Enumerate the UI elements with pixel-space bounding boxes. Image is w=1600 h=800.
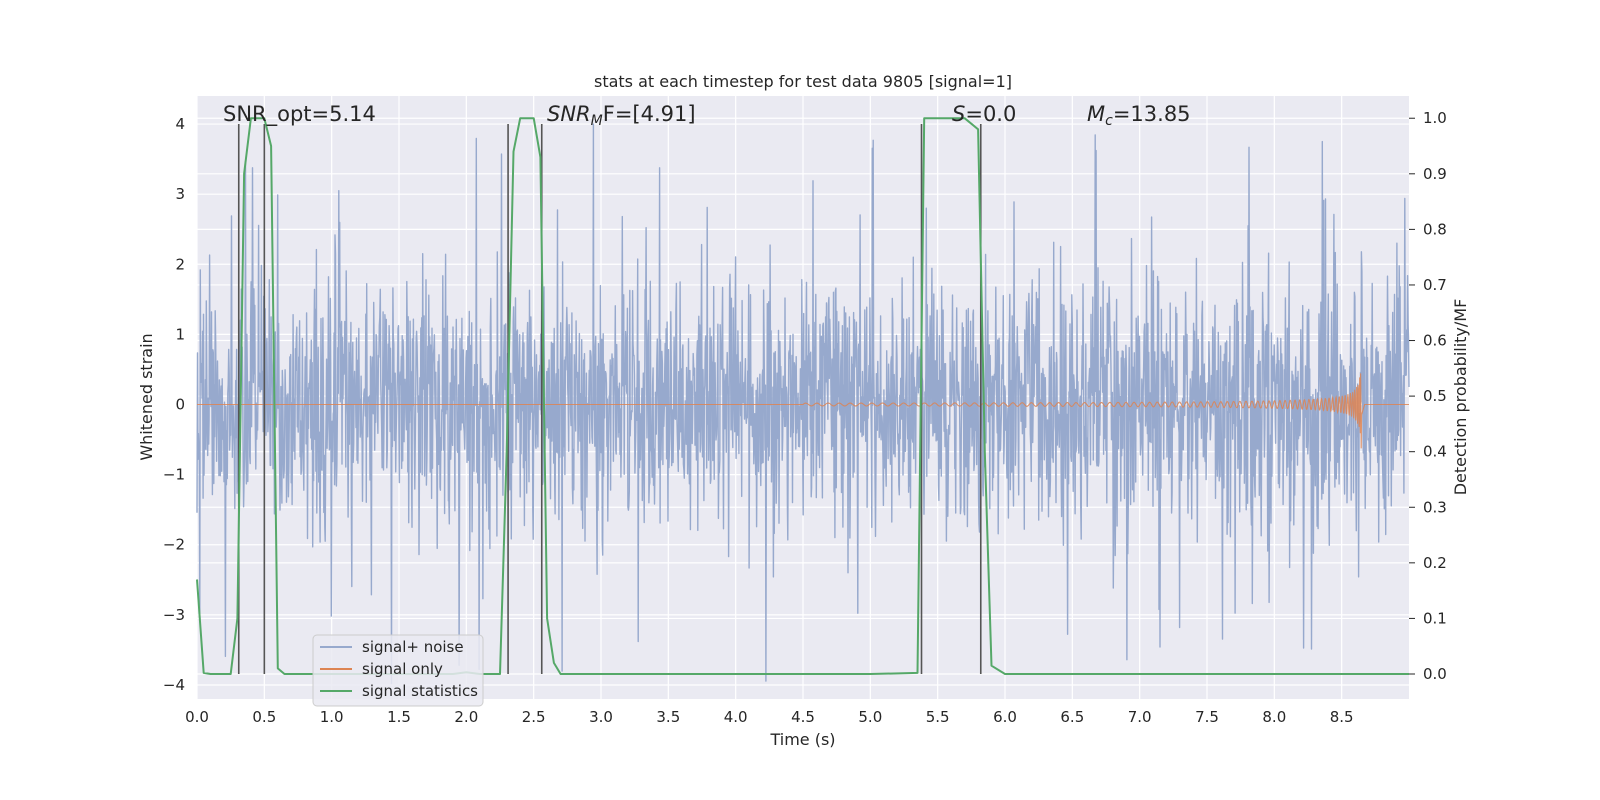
x-tick-label: 4.0 [724,708,748,726]
legend-label-noise: signal+ noise [362,638,464,656]
stats-line [196,117,1409,675]
y-right-tick-label: 0.3 [1423,498,1447,516]
y-tick-label: −1 [163,466,185,484]
y-right-tick-label: 0.6 [1423,332,1447,350]
y-tick-label: 3 [175,185,185,203]
y-right-tick-label: 0.9 [1423,165,1447,183]
x-axis: 0.0 0.5 1.0 1.5 2.0 2.5 3.0 3.5 4.0 4.5 5.0 5.5 6.0 6… [185,708,1354,726]
y-tick-label: 1 [175,325,185,343]
y-tick-label: 4 [175,115,185,133]
x-tick-label: 8.0 [1262,708,1286,726]
annotation-snr-mf-base: SNR [547,102,591,126]
legend-label-stats: signal statistics [362,682,478,700]
x-tick-label: 3.5 [656,708,680,726]
y-axis-left: −4 −3 −2 −1 0 1 2 3 4 [163,115,185,694]
annotation-mc-sub: c [1105,113,1113,129]
noise-line [196,123,1410,685]
x-tick-label: 5.5 [926,708,950,726]
annotation-snr-mf-rest: F=[4.91] [603,102,696,126]
x-tick-label: 3.0 [589,708,613,726]
legend: signal+ noise signal only signal statist… [312,634,484,707]
x-tick-label: 2.5 [522,708,546,726]
y-right-tick-label: 0.4 [1423,443,1447,461]
annotation-s-rest: =0.0 [965,102,1016,126]
annotation-mc: Mc=13.85 [1087,102,1191,129]
x-tick-label: 4.5 [791,708,815,726]
x-axis-label: Time (s) [769,730,835,749]
annotation-mc-base: M [1087,102,1105,126]
y-tick-label: 2 [175,255,185,273]
annotation-snr-opt: SNR_opt=5.14 [223,102,376,127]
y-tick-label: −3 [163,606,185,624]
x-tick-label: 1.0 [320,708,344,726]
x-tick-label: 7.5 [1195,708,1219,726]
x-tick-label: 8.5 [1330,708,1354,726]
annotation-mc-rest: =13.85 [1113,102,1191,126]
y-tick-label: 0 [175,396,185,414]
legend-label-signal: signal only [362,660,443,678]
x-tick-label: 1.5 [387,708,411,726]
chart-title: stats at each timestep for test data 980… [594,72,1012,91]
x-tick-label: 5.0 [858,708,882,726]
y-right-tick-label: 0.2 [1423,554,1447,572]
y-right-tick-label: 0.1 [1423,609,1447,627]
y-right-tick-label: 0.5 [1423,387,1447,405]
y-axis-right: 0.0 0.1 0.2 0.3 0.4 0.5 0.6 0.7 0.8 0.9 1.0 [1409,109,1447,683]
annotation-snr-mf-sub: M [591,113,603,129]
y-axis-right-label: Detection probability/MF [1451,299,1470,496]
y-tick-label: −2 [163,536,185,554]
annotation-s-base: S [952,102,965,126]
x-tick-label: 2.0 [454,708,478,726]
annotation-s: S=0.0 [952,102,1016,126]
signal-statistics-series [196,117,1409,675]
signal-noise-series [196,123,1410,685]
y-right-tick-label: 0.8 [1423,220,1447,238]
y-right-tick-label: 0.0 [1423,665,1447,683]
y-right-tick-label: 0.7 [1423,276,1447,294]
signal-only-series [197,373,1409,449]
annotation-snr-mf: SNRMF=[4.91] [547,102,696,129]
legend-box [312,634,484,707]
signal-line [197,373,1409,449]
x-tick-label: 0.5 [252,708,276,726]
x-tick-label: 7.0 [1128,708,1152,726]
x-tick-label: 0.0 [185,708,209,726]
y-tick-label: −4 [163,676,185,694]
x-tick-label: 6.5 [1060,708,1084,726]
y-right-tick-label: 1.0 [1423,109,1447,127]
y-axis-label: Whitened strain [137,333,156,460]
x-tick-label: 6.0 [993,708,1017,726]
